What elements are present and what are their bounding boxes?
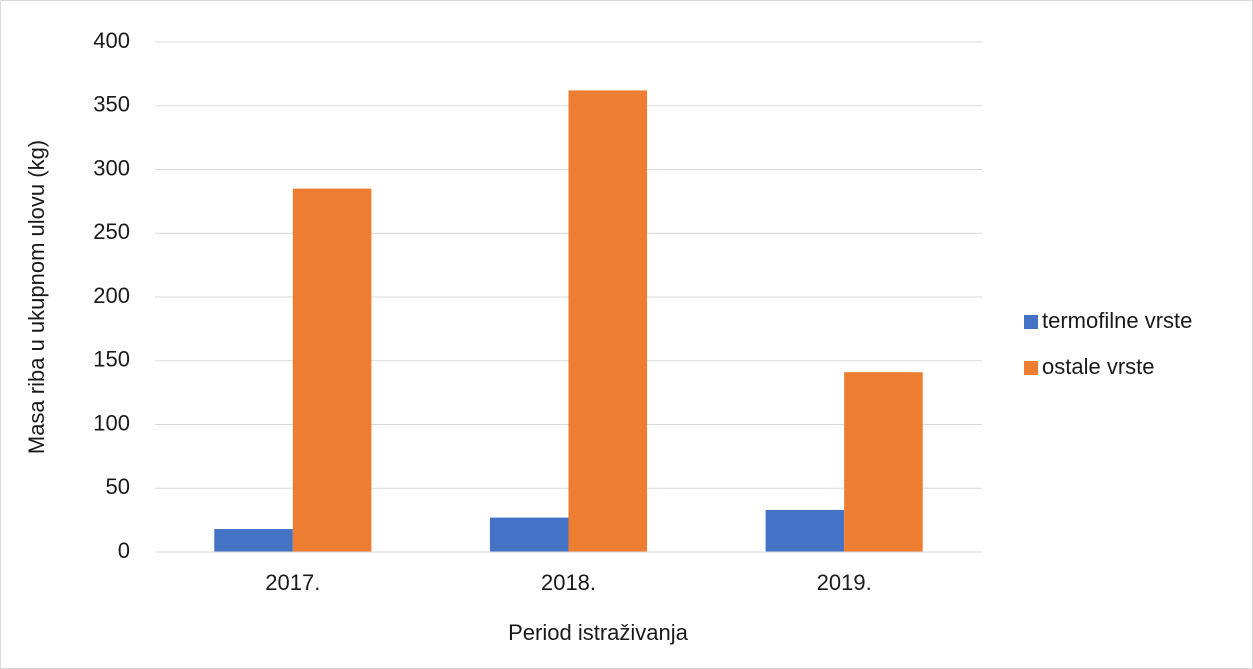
bar <box>765 509 845 552</box>
bar <box>489 517 569 552</box>
y-tick-label: 0 <box>118 538 130 563</box>
y-tick-label: 50 <box>106 474 130 499</box>
y-tick-label: 100 <box>93 410 130 435</box>
bar <box>568 90 648 552</box>
y-tick-label: 400 <box>93 28 130 53</box>
legend-swatch <box>1024 361 1038 375</box>
bar <box>292 188 372 552</box>
legend-swatch <box>1024 315 1038 329</box>
y-tick-label: 300 <box>93 155 130 180</box>
y-tick-label: 200 <box>93 283 130 308</box>
y-axis-title: Masa riba u ukupnom ulovu (kg) <box>24 140 49 454</box>
bar <box>214 529 293 552</box>
legend-label: termofilne vrste <box>1042 308 1192 333</box>
bar <box>844 372 923 552</box>
x-axis-title: Period istraživanja <box>508 620 689 645</box>
legend-label: ostale vrste <box>1042 354 1155 379</box>
x-tick-label: 2017. <box>265 570 320 595</box>
y-tick-label: 250 <box>93 219 130 244</box>
y-tick-label: 350 <box>93 92 130 117</box>
y-tick-label: 150 <box>93 347 130 372</box>
x-tick-label: 2018. <box>541 570 596 595</box>
x-tick-label: 2019. <box>817 570 872 595</box>
